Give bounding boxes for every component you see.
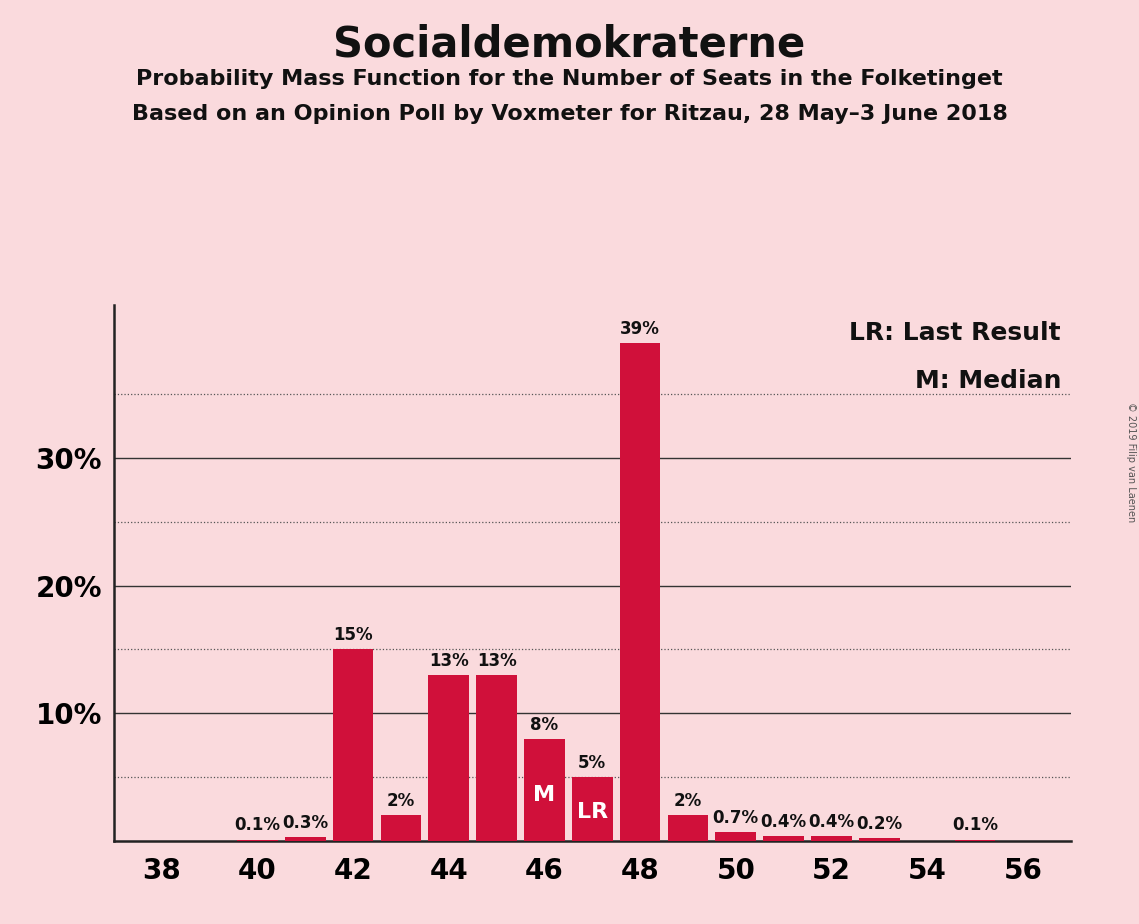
Bar [428,675,469,841]
Bar [572,777,613,841]
Text: 0.4%: 0.4% [761,812,806,831]
Text: Socialdemokraterne: Socialdemokraterne [334,23,805,65]
Bar [333,650,374,841]
Bar [476,675,517,841]
Text: 0.1%: 0.1% [235,817,280,834]
Text: M: M [533,784,556,805]
Bar [715,832,756,841]
Text: 2%: 2% [387,792,415,810]
Text: 0.2%: 0.2% [857,815,902,833]
Text: LR: Last Result: LR: Last Result [850,321,1062,345]
Bar [859,838,900,841]
Text: 13%: 13% [429,651,468,670]
Bar [667,815,708,841]
Bar [237,840,278,841]
Text: 5%: 5% [579,754,606,772]
Text: 0.3%: 0.3% [282,814,328,832]
Bar [380,815,421,841]
Text: 8%: 8% [531,716,558,734]
Text: 0.1%: 0.1% [952,817,998,834]
Text: 0.4%: 0.4% [809,812,854,831]
Text: 39%: 39% [620,320,661,338]
Text: 15%: 15% [334,626,372,644]
Bar [763,835,804,841]
Bar [954,840,995,841]
Bar [285,837,326,841]
Text: Based on an Opinion Poll by Voxmeter for Ritzau, 28 May–3 June 2018: Based on an Opinion Poll by Voxmeter for… [132,104,1007,125]
Text: LR: LR [576,802,608,822]
Text: © 2019 Filip van Laenen: © 2019 Filip van Laenen [1126,402,1136,522]
Text: 2%: 2% [674,792,702,810]
Bar [620,343,661,841]
Text: Probability Mass Function for the Number of Seats in the Folketinget: Probability Mass Function for the Number… [137,69,1002,90]
Text: 13%: 13% [477,651,516,670]
Bar [524,739,565,841]
Bar [811,835,852,841]
Text: 0.7%: 0.7% [713,808,759,827]
Text: M: Median: M: Median [915,370,1062,394]
